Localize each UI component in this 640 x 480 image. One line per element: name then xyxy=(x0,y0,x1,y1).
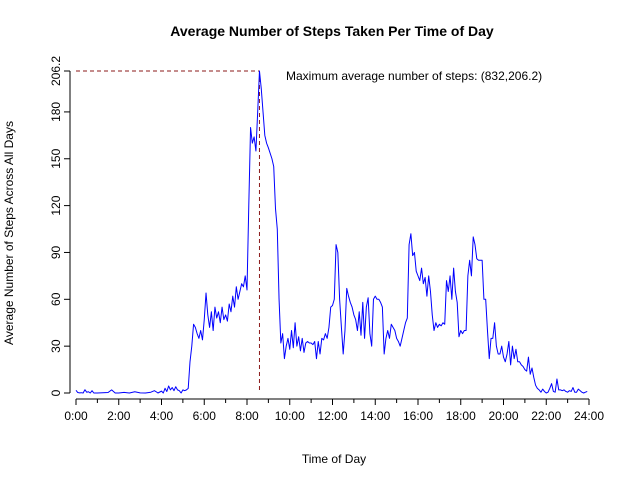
x-tick-label: 18:00 xyxy=(446,409,476,423)
y-tick-label: 90 xyxy=(49,245,63,259)
x-tick-label: 16:00 xyxy=(403,409,433,423)
x-tick-label: 2:00 xyxy=(107,409,131,423)
x-axis: 0:00 2:00 4:00 6:00 8:00 10:00 12:00 14:00 16:00… xyxy=(64,398,604,423)
x-tick-label: 10:00 xyxy=(275,409,305,423)
y-tick-label: 0 xyxy=(49,389,63,396)
x-tick-label: 8:00 xyxy=(235,409,259,423)
y-tick-label: 180 xyxy=(49,102,63,122)
y-tick-label: 60 xyxy=(49,292,63,306)
y-tick-label: 120 xyxy=(49,195,63,215)
x-tick-label: 6:00 xyxy=(193,409,217,423)
max-annotation: Maximum average number of steps: (832,20… xyxy=(286,69,542,83)
x-tick-label: 4:00 xyxy=(150,409,174,423)
x-tick-label: 24:00 xyxy=(574,409,604,423)
x-axis-label: Time of Day xyxy=(302,452,366,466)
chart-title: Average Number of Steps Taken Per Time o… xyxy=(170,23,494,39)
x-tick-label: 0:00 xyxy=(64,409,88,423)
x-tick-label: 22:00 xyxy=(531,409,561,423)
y-tick-label: 30 xyxy=(49,339,63,353)
x-tick-label: 14:00 xyxy=(360,409,390,423)
y-axis-label: Average Number of Steps Across All Days xyxy=(2,121,16,345)
x-tick-label: 20:00 xyxy=(488,409,518,423)
x-tick-label: 12:00 xyxy=(317,409,347,423)
y-axis: 0 30 60 90 120 150 180 206.2 xyxy=(49,56,71,396)
series-line-0 xyxy=(75,70,588,394)
plot-area xyxy=(75,70,588,394)
y-tick-label: 206.2 xyxy=(49,56,63,86)
y-tick-label: 150 xyxy=(49,148,63,168)
